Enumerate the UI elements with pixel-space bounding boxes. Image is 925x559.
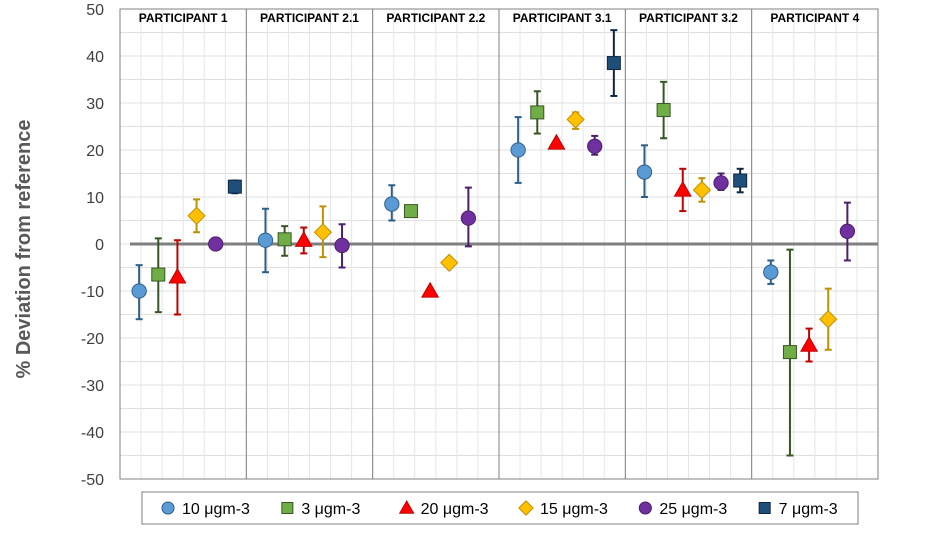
data-point [763,264,779,280]
legend-label: 10 μgm-3 [182,501,250,518]
y-tick-label: -20 [81,331,104,348]
data-point [673,180,692,197]
legend-marker [758,502,771,514]
legend-items: 10 μgm-3 3 μgm-3 20 μgm-3 15 μgm-3 25 μgm-3 7… [161,500,838,518]
data-point [510,142,526,158]
data-point [656,103,671,118]
panel-label: PARTICIPANT 3.1 [513,11,612,25]
data-point [819,310,838,329]
legend-marker [398,500,415,514]
data-point [530,105,545,120]
data-point [587,138,603,154]
legend-box [141,491,859,525]
data-point [151,267,166,282]
series-5 [208,134,856,269]
legend-marker [161,501,175,515]
y-tick-label: 40 [86,49,104,66]
panel-dividers: PARTICIPANT 1 PARTICIPANT 2.1 PARTICIPANT … [139,9,860,479]
data-point [440,253,459,272]
y-tick-label: 10 [86,190,104,207]
data-point [208,236,224,252]
y-tick-label: -10 [81,284,104,301]
legend-label: 20 μgm-3 [421,501,489,518]
y-axis-tick-labels: 50 40 30 20 10 0 -10 -20 -30 -40 -50 [81,2,104,489]
data-point [168,267,187,284]
data-point [384,196,400,212]
data-point [313,223,333,242]
y-tick-label: 0 [95,237,104,254]
legend-label: 15 μgm-3 [540,501,608,518]
y-tick-label: 30 [86,96,104,113]
data-point [606,56,621,71]
y-axis-label: % Deviation from reference [13,120,35,379]
legend-item: 25 μgm-3 [638,501,727,518]
data-point [227,179,242,194]
data-point [334,237,350,254]
data-series [131,29,856,457]
panel-label: PARTICIPANT 3.2 [639,11,738,25]
y-tick-label: -30 [81,378,104,395]
data-point [294,231,313,247]
panel-label: PARTICIPANT 1 [139,11,228,25]
legend-item: 15 μgm-3 [518,500,608,518]
y-tick-label: -40 [81,425,104,442]
y-tick-label: 20 [86,143,104,160]
data-point [713,175,729,191]
data-point [257,232,274,248]
panel-label: PARTICIPANT 4 [770,11,859,25]
series-4 [187,110,838,351]
data-point [421,281,440,298]
legend-item: 3 μgm-3 [281,501,360,518]
data-point [800,335,819,352]
data-point [547,133,566,150]
series-1 [131,116,779,321]
legend-item: 10 μgm-3 [161,501,250,518]
legend-label: 25 μgm-3 [659,501,727,518]
series-2 [151,80,797,457]
data-point [839,223,856,239]
legend-marker [518,500,534,516]
series-3 [168,133,819,363]
legend-item: 20 μgm-3 [398,500,489,518]
data-point [782,345,797,360]
y-tick-label: 50 [86,2,104,19]
legend: 10 μgm-3 3 μgm-3 20 μgm-3 15 μgm-3 25 μgm-3 7… [141,491,859,525]
data-point [403,204,418,219]
data-point [636,164,653,180]
data-point [131,283,147,299]
legend-marker [281,502,294,514]
legend-marker [638,501,652,515]
y-tick-label: -50 [81,472,104,489]
data-point [277,232,292,247]
data-point [460,210,477,226]
series-6 [227,29,748,195]
panel-label: PARTICIPANT 2.1 [260,11,359,25]
data-point [733,173,748,188]
legend-label: 7 μgm-3 [779,501,838,518]
legend-item: 7 μgm-3 [758,501,838,518]
data-point [187,206,206,225]
legend-label: 3 μgm-3 [301,501,360,518]
data-point [566,110,585,129]
data-point [692,180,712,200]
panel-label: PARTICIPANT 2.2 [386,11,485,25]
